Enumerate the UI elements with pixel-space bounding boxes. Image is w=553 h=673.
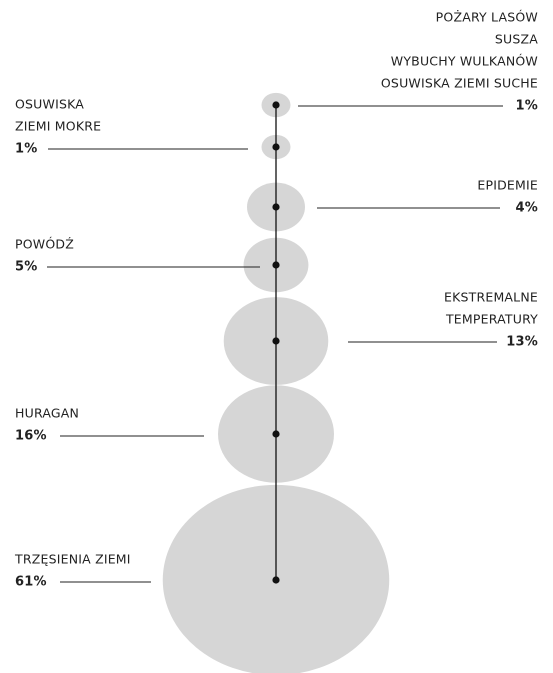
value-label: 13% bbox=[506, 335, 538, 350]
value-label: 1% bbox=[516, 99, 538, 114]
value-label: 16% bbox=[15, 429, 47, 444]
category-label: OSUWISKA bbox=[15, 97, 84, 112]
category-label: EKSTREMALNE bbox=[444, 290, 538, 305]
category-label: SUSZA bbox=[495, 32, 538, 47]
category-label: ZIEMI MOKRE bbox=[15, 119, 101, 134]
dot bbox=[272, 261, 280, 269]
value-label: 61% bbox=[15, 575, 47, 590]
category-label: EPIDEMIE bbox=[477, 178, 538, 193]
value-label: 1% bbox=[15, 142, 37, 157]
dot bbox=[272, 143, 280, 151]
value-label: 5% bbox=[15, 260, 37, 275]
category-label: OSUWISKA ZIEMI SUCHE bbox=[381, 76, 538, 91]
category-label: POŻARY LASÓW bbox=[436, 10, 538, 25]
value-label: 4% bbox=[516, 201, 538, 216]
dot bbox=[272, 576, 280, 584]
dot bbox=[272, 101, 280, 109]
category-label: WYBUCHY WULKANÓW bbox=[391, 54, 538, 69]
category-label: HURAGAN bbox=[15, 406, 79, 421]
category-label: TEMPERATURY bbox=[445, 312, 538, 327]
dot bbox=[272, 430, 280, 438]
category-label: TRZĘSIENIA ZIEMI bbox=[14, 552, 131, 567]
dot bbox=[272, 337, 280, 345]
category-label: POWÓDŹ bbox=[15, 237, 74, 252]
dot bbox=[272, 203, 280, 211]
